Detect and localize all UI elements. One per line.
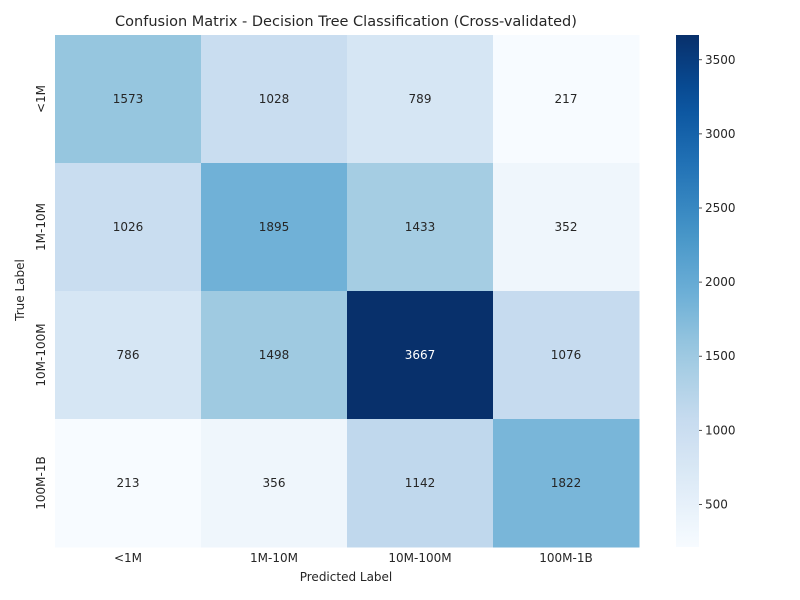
heatmap-cells: 1573 1028 789 217 1026 1895 1433 352 786 1498 3667… <box>55 35 640 548</box>
cell-value-label: 1028 <box>259 92 290 106</box>
heatmap-cell <box>347 163 494 292</box>
cell-value-label: 789 <box>409 92 432 106</box>
y-tick-label: 10M-100M <box>34 323 48 386</box>
cell-value-label: 1895 <box>259 220 290 234</box>
heatmap-cell <box>55 163 202 292</box>
colorbar-gradient <box>676 35 699 547</box>
cell-value-label: 213 <box>117 476 140 490</box>
colorbar-tick-label: 2500 <box>705 201 736 215</box>
y-tick-label: <1M <box>34 85 48 113</box>
y-tick-label: 1M-10M <box>34 203 48 251</box>
colorbar-tick-label: 1000 <box>705 423 736 437</box>
colorbar: 500 1000 1500 2000 2500 3000 3500 <box>676 35 736 547</box>
colorbar-tick-label: 500 <box>705 497 728 511</box>
x-tick-label: 100M-1B <box>539 551 592 565</box>
heatmap-cell <box>201 35 348 164</box>
cell-value-label: 1026 <box>113 220 144 234</box>
colorbar-tick-labels: 500 1000 1500 2000 2500 3000 3500 <box>699 53 736 511</box>
cell-value-label: 352 <box>555 220 578 234</box>
y-tick-labels: <1M 1M-10M 10M-100M 100M-1B <box>34 85 48 510</box>
cell-value-label: 3667 <box>405 348 436 362</box>
chart-title: Confusion Matrix - Decision Tree Classif… <box>115 14 577 30</box>
colorbar-tick-label: 2000 <box>705 275 736 289</box>
heatmap-cell <box>347 35 494 164</box>
colorbar-tick-label: 3500 <box>705 53 736 67</box>
heatmap-cell <box>347 419 494 548</box>
x-tick-labels: <1M 1M-10M 10M-100M 100M-1B <box>114 551 593 565</box>
cell-value-label: 217 <box>555 92 578 106</box>
heatmap-cell <box>55 35 202 164</box>
heatmap-cell <box>201 163 348 292</box>
cell-value-label: 786 <box>117 348 140 362</box>
colorbar-tick-label: 1500 <box>705 349 736 363</box>
cell-value-label: 1142 <box>405 476 436 490</box>
heatmap-cell <box>347 291 494 420</box>
heatmap-cell <box>55 291 202 420</box>
heatmap-cell <box>201 419 348 548</box>
colorbar-tick-label: 3000 <box>705 127 736 141</box>
x-tick-label: 1M-10M <box>250 551 298 565</box>
cell-value-label: 1573 <box>113 92 144 106</box>
heatmap-cell <box>493 291 640 420</box>
cell-value-label: 1822 <box>551 476 582 490</box>
cell-value-label: 1498 <box>259 348 290 362</box>
x-axis-label: Predicted Label <box>300 570 393 584</box>
heatmap-cell <box>201 291 348 420</box>
x-tick-label: <1M <box>114 551 142 565</box>
heatmap-cell <box>493 163 640 292</box>
heatmap-cell <box>493 35 640 164</box>
y-tick-label: 100M-1B <box>34 456 48 509</box>
heatmap-cell <box>55 419 202 548</box>
cell-value-label: 1076 <box>551 348 582 362</box>
heatmap-cell <box>493 419 640 548</box>
y-axis-label: True Label <box>13 259 27 322</box>
cell-value-label: 1433 <box>405 220 436 234</box>
cell-value-label: 356 <box>263 476 286 490</box>
x-tick-label: 10M-100M <box>388 551 451 565</box>
